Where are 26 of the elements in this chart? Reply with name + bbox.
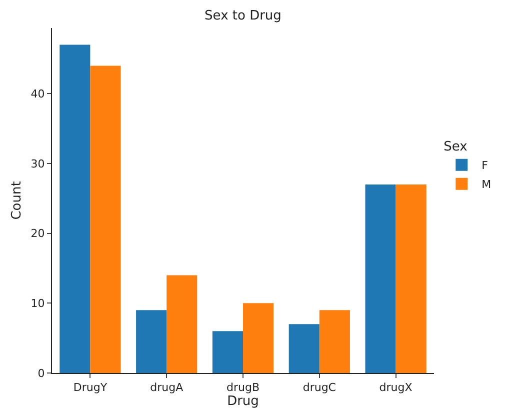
legend-label: F (482, 159, 488, 172)
x-tick-label: drugC (302, 381, 336, 394)
y-tick-label: 0 (38, 366, 45, 380)
x-tick-label: drugA (150, 381, 184, 394)
bar (365, 184, 396, 373)
y-axis-title: Count (10, 181, 25, 220)
y-tick-label: 30 (30, 157, 45, 170)
bar (288, 324, 320, 373)
x-tick-label: DrugY (73, 381, 108, 394)
x-tick-label: drugB (226, 381, 260, 394)
chart-title: Sex to Drug (204, 8, 282, 24)
bar (60, 44, 90, 373)
legend-label: M (482, 178, 492, 192)
legend-title: Sex (444, 139, 468, 154)
bar (396, 184, 426, 373)
bar (166, 275, 198, 373)
bar (90, 66, 121, 373)
y-tick-label: 20 (30, 227, 45, 240)
bar (136, 310, 167, 373)
bar (319, 310, 350, 373)
y-tick-label: 40 (30, 88, 45, 100)
bar (243, 303, 274, 373)
bar (212, 331, 243, 373)
x-axis-title: Drug (227, 394, 259, 410)
x-tick-label: drugX (379, 381, 413, 394)
y-tick-label: 10 (30, 297, 45, 310)
